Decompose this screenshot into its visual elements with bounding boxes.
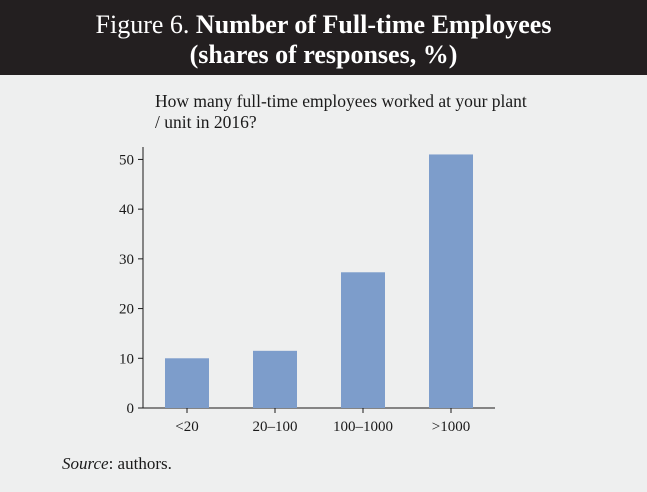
source-text: : authors. xyxy=(108,454,172,473)
figure-title: Number of Full-time Employees xyxy=(195,10,552,39)
y-axis: 0 10 20 30 40 50 xyxy=(119,147,144,417)
figure-title-line2: (shares of responses, %) xyxy=(189,40,458,69)
x-axis: <20 20–100 100–1000 >1000 xyxy=(143,407,495,435)
y-tick-label: 0 xyxy=(127,401,135,417)
y-tick-label: 50 xyxy=(119,152,134,168)
bar xyxy=(341,272,385,408)
bar xyxy=(429,154,473,408)
y-tick-label: 30 xyxy=(119,252,134,268)
source-note: Source: authors. xyxy=(62,454,172,474)
bars xyxy=(165,154,473,408)
bar xyxy=(165,358,209,408)
x-tick-label: <20 xyxy=(175,419,198,435)
y-tick-label: 20 xyxy=(119,302,134,318)
y-tick-label: 40 xyxy=(119,202,134,218)
bar xyxy=(253,350,297,408)
x-tick-label: 20–100 xyxy=(253,419,298,435)
y-tick-label: 10 xyxy=(119,351,134,367)
chart-question: How many full-time employees worked at y… xyxy=(155,91,527,132)
x-tick-label: >1000 xyxy=(432,419,470,435)
figure-label: Figure 6. xyxy=(95,10,190,39)
x-tick-label: 100–1000 xyxy=(333,419,393,435)
figure-title-line1: Figure 6. Number of Full-time Employees xyxy=(0,10,647,40)
figure-header: Figure 6. Number of Full-time Employees … xyxy=(0,0,647,75)
source-label: Source xyxy=(62,454,109,473)
